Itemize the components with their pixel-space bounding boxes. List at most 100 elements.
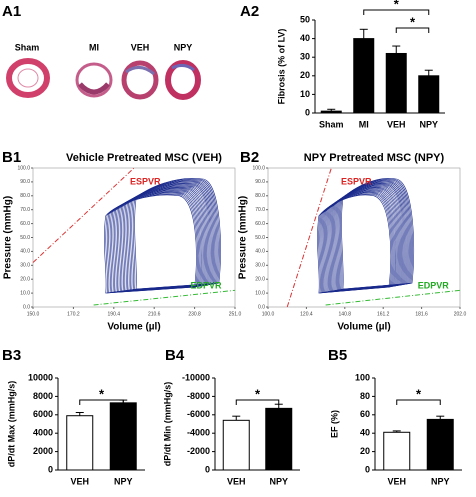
annotation: ESPVR [341,176,372,186]
y-tick-label: 6000 [33,409,53,419]
sample-label: NPY [174,42,193,52]
y-tick-label: 10 [300,89,310,99]
y-tick-label: -8000 [187,391,210,401]
x-tick-label: Sham [319,119,344,129]
significance-label: * [410,14,416,29]
bar [426,418,454,471]
y-tick-label: 40.0 [255,249,265,255]
pv-loop [111,190,203,293]
chart-title: Vehicle Pretreated MSC (VEH) [66,152,222,164]
x-tick-label: 100.0 [262,311,275,317]
x-tick-label: NPY [269,476,288,486]
y-tick-label: 0 [365,464,370,474]
pv-loop [121,185,211,292]
y-tick-label: 50 [300,14,310,24]
bar [109,402,137,471]
x-tick-label: 202.0 [454,311,467,317]
significance-bracket [363,9,430,15]
y-tick-label: -10000 [182,372,210,382]
pv-loop [117,187,208,292]
significance-bracket [395,27,430,33]
y-tick-label: 0.0 [258,304,265,310]
y-tick-label: 30.0 [20,263,30,269]
bar [222,419,250,471]
pv-loop [127,182,216,291]
x-tick-label: VEH [70,476,89,486]
pv-loop [334,182,408,291]
y-tick-label: 60 [360,409,370,419]
pv-loop [332,184,406,291]
y-axis-label: dP/dt Max (mmHg/s) [6,381,16,468]
pv-loops [317,178,415,294]
y-axis-label: Pressure (mmHg) [238,196,249,279]
x-tick-label: NPY [114,476,133,486]
y-tick-label: 100.0 [252,165,265,171]
bar [353,38,375,114]
pv-loop [132,178,220,290]
y-tick-label: 100 [355,372,370,382]
y-tick-label: 20 [360,446,370,456]
significance-label: * [416,386,422,401]
bar [265,407,293,471]
sample-label: Sham [15,42,40,52]
pv-loop [114,189,205,293]
pv-loop [336,181,410,291]
x-tick-label: VEH [227,476,246,486]
annotation: ESPVR [130,176,161,186]
pv-loop [104,194,197,294]
pv-loop [319,193,394,294]
x-axis-label: Volume (µl) [107,322,160,333]
panel-label: B4 [165,347,185,364]
panel-label: B1 [2,149,21,166]
x-tick-label: 181.6 [415,311,428,317]
panel-label: A2 [240,3,259,20]
pv-loop [134,178,221,290]
pv-loop [333,183,407,291]
y-tick-label: 80.0 [20,193,30,199]
pv-loop [124,183,213,291]
y-tick-label: 40.0 [20,249,30,255]
pv-loops [104,178,221,294]
y-tick-label: 60.0 [255,221,265,227]
y-tick-label: -6000 [187,409,210,419]
y-tick-label: 30.0 [255,263,265,269]
y-tick-label: 80.0 [255,193,265,199]
y-axis-label: dP/dt Min (mmHg/s) [162,382,172,467]
pv-loop [328,186,402,292]
pv-loop [130,180,218,290]
pv-loop [330,185,405,292]
bar [418,75,440,114]
y-tick-label: 0 [48,464,53,474]
y-tick-label: -4000 [187,428,210,438]
pv-loop [118,186,209,292]
pv-loop [112,189,204,293]
pv-loop [337,180,411,291]
x-tick-label: 140.8 [339,311,352,317]
y-axis-label: EF (%) [329,410,339,438]
pv-loop [106,193,199,294]
y-tick-label: 50.0 [20,235,30,241]
panel-label: B5 [328,347,347,364]
pv-loop [326,188,400,292]
x-tick-label: 230.8 [188,311,201,317]
bar [320,110,342,114]
y-tick-label: 4000 [33,428,53,438]
y-tick-label: 10.0 [255,290,265,296]
pv-loop [325,189,399,293]
y-tick-label: 70.0 [20,207,30,213]
y-tick-label: 20 [300,70,310,80]
x-tick-label: NPY [431,476,450,486]
y-tick-label: 80 [360,391,370,401]
pv-loop [122,184,212,291]
x-tick-label: 190.4 [108,311,121,317]
pv-loop [341,178,415,290]
pv-loop [105,193,198,294]
pv-loop [317,194,392,294]
x-tick-label: NPY [419,119,438,129]
x-axis-label: Volume (µl) [337,322,390,333]
pv-loop [340,178,413,290]
significance-label: * [394,0,400,11]
x-tick-label: 210.6 [148,311,161,317]
significance-bracket [396,399,441,405]
